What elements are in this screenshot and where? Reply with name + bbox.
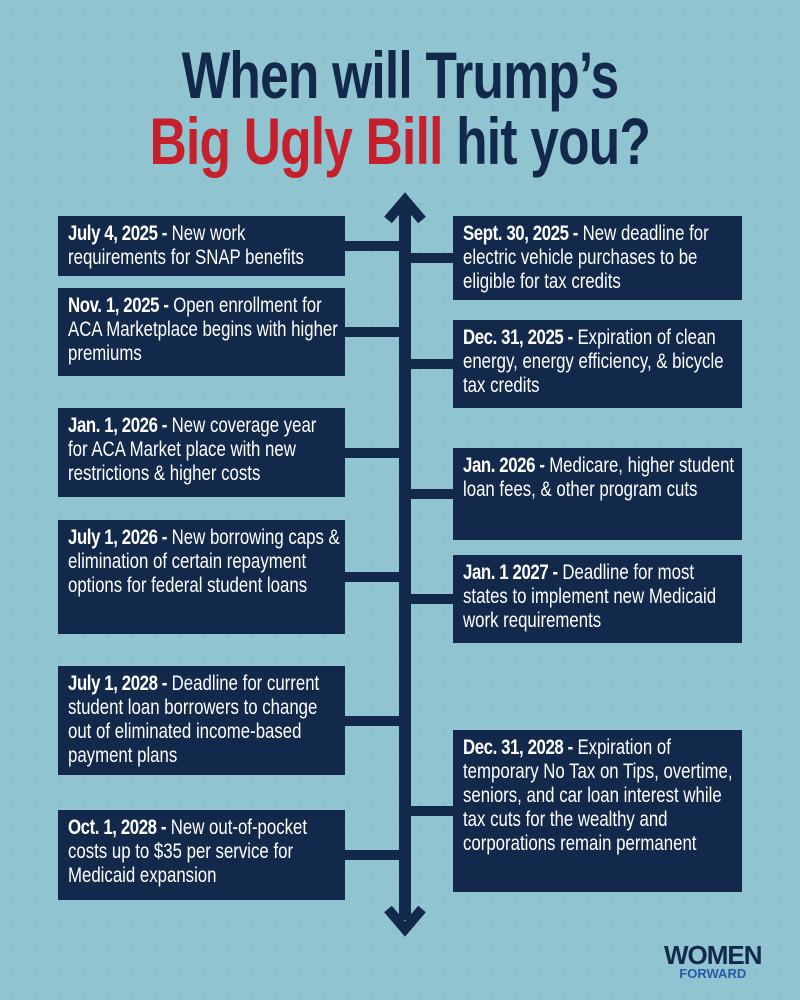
event-description: New borrowing caps & elimination of cert… — [68, 526, 340, 597]
title-highlight: Big Ugly Bill — [149, 104, 444, 178]
event-date: Nov. 1, 2025 - — [68, 294, 169, 317]
title-line-1: When will Trump’s — [181, 38, 620, 112]
event-description: Deadline for most states to implement ne… — [463, 561, 717, 632]
timeline-spine — [399, 205, 411, 920]
event-date: Oct. 1, 2028 - — [68, 816, 167, 839]
connector — [345, 572, 405, 582]
timeline-event: Jan. 1, 2026 - New coverage year for ACA… — [58, 408, 345, 497]
title-rest: hit you? — [442, 104, 651, 178]
timeline-event: Dec. 31, 2025 - Expiration of clean ener… — [453, 320, 742, 408]
connector — [345, 448, 405, 458]
event-date: Jan. 1 2027 - — [463, 561, 558, 584]
event-date: Sept. 30, 2025 - — [463, 222, 578, 245]
event-date: Jan. 1, 2026 - — [68, 414, 167, 437]
event-date: Jan. 2026 - — [463, 454, 545, 477]
event-description: Open enrollment for ACA Marketplace begi… — [68, 294, 338, 365]
arrow-up-icon — [384, 192, 426, 224]
timeline-event: Jan. 1 2027 - Deadline for most states t… — [453, 555, 742, 643]
event-description: Deadline for current student loan borrow… — [68, 672, 320, 767]
timeline-event: July 1, 2028 - Deadline for current stud… — [58, 666, 345, 775]
timeline-event: Dec. 31, 2028 - Expiration of temporary … — [453, 730, 742, 892]
connector — [345, 241, 405, 251]
connector — [405, 253, 453, 263]
title-line-2: Big Ugly Bill hit you? — [0, 108, 800, 174]
connector — [345, 850, 405, 860]
event-description: New out-of-pocket costs up to $35 per se… — [68, 816, 308, 887]
event-description: New deadline for electric vehicle purcha… — [463, 222, 709, 293]
event-date: Dec. 31, 2028 - — [463, 736, 573, 759]
connector — [405, 489, 453, 499]
timeline-event: July 1, 2026 - New borrowing caps & elim… — [58, 520, 345, 634]
event-date: Dec. 31, 2025 - — [463, 326, 573, 349]
connector — [405, 359, 453, 369]
connector — [345, 716, 405, 726]
connector — [405, 594, 453, 604]
event-description: Medicare, higher student loan fees, & ot… — [463, 454, 735, 501]
timeline-event: Nov. 1, 2025 - Open enrollment for ACA M… — [58, 288, 345, 376]
event-date: July 4, 2025 - — [68, 222, 167, 245]
timeline-event: Sept. 30, 2025 - New deadline for electr… — [453, 216, 742, 300]
timeline-event: July 4, 2025 - New work requirements for… — [58, 216, 345, 276]
event-date: July 1, 2028 - — [68, 672, 167, 695]
event-description: Expiration of temporary No Tax on Tips, … — [463, 736, 733, 855]
event-description: New work requirements for SNAP benefits — [68, 222, 304, 269]
event-date: July 1, 2026 - — [68, 526, 167, 549]
women-forward-logo: WOMEN FORWARD — [664, 940, 763, 981]
connector — [345, 327, 405, 337]
timeline-event: Jan. 2026 - Medicare, higher student loa… — [453, 448, 742, 540]
event-description: New coverage year for ACA Market place w… — [68, 414, 317, 485]
event-description: Expiration of clean energy, energy effic… — [463, 326, 724, 397]
arrow-down-icon — [384, 905, 426, 937]
connector — [405, 806, 453, 816]
timeline-event: Oct. 1, 2028 - New out-of-pocket costs u… — [58, 810, 345, 900]
